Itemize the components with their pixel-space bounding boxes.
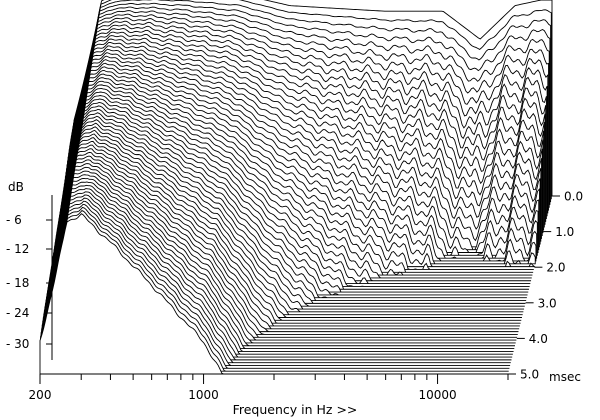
- y-axis: dB - 6 - 12 - 18 - 24 - 30: [6, 180, 53, 360]
- x-ticks: 200 1000 10000: [29, 374, 509, 402]
- y-tick-label: - 24: [6, 306, 29, 320]
- time-tick-label: 1.0: [555, 225, 574, 239]
- time-unit-label: msec: [549, 370, 581, 384]
- x-tick-label: 1000: [188, 388, 219, 402]
- time-tick-label: 0.0: [564, 190, 583, 204]
- y-axis-title: dB: [8, 180, 24, 194]
- time-tick-label: 2.0: [546, 261, 565, 275]
- time-tick-label: 5.0: [520, 368, 539, 382]
- x-tick-label: 200: [29, 388, 52, 402]
- y-tick-label: - 18: [6, 276, 29, 290]
- y-tick-label: - 30: [6, 337, 29, 351]
- y-tick-label: - 6: [6, 213, 22, 227]
- time-ticks: 0.0 1.0 2.0 3.0 4.0 5.0: [508, 190, 583, 382]
- x-tick-label: 10000: [418, 388, 456, 402]
- y-tick-label: - 12: [6, 242, 29, 256]
- time-axis: 0.0 1.0 2.0 3.0 4.0 5.0 msec: [508, 190, 583, 384]
- decay-slices: [39, 0, 553, 375]
- x-axis-title: Frequency in Hz >>: [233, 402, 358, 417]
- time-tick-label: 3.0: [538, 296, 557, 310]
- x-axis: 200 1000 10000 Frequency in Hz >>: [29, 373, 509, 417]
- time-tick-label: 4.0: [529, 332, 548, 346]
- y-ticks: - 6 - 12 - 18 - 24 - 30: [6, 213, 52, 351]
